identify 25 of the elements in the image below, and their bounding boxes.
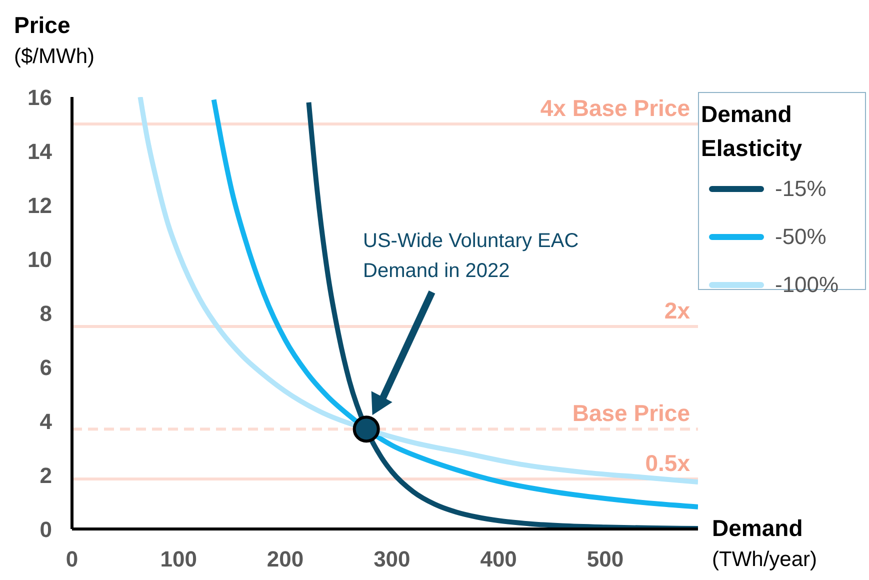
x-tick-label: 0 (66, 546, 78, 572)
x-axis-title: Demand (TWh/year) (712, 515, 817, 572)
x-tick-label: 200 (266, 546, 304, 572)
y-tick-label: 10 (28, 246, 52, 272)
legend-label: -15% (775, 176, 826, 202)
x-tick-label: 300 (374, 546, 410, 572)
y-tick-label: 8 (40, 300, 52, 326)
legend-title: Demand Elasticity (701, 100, 803, 163)
y-tick-label: 14 (28, 138, 53, 164)
annotation: US-Wide Voluntary EAC Demand in 2022 (363, 229, 580, 284)
ref-line-label: 0.5x (645, 450, 690, 476)
ref-line-label: 2x (664, 298, 690, 324)
y-axis-title: Price ($/MWh) (14, 12, 94, 69)
y-tick-label: 2 (40, 462, 52, 488)
x-tick-label: 100 (160, 546, 198, 572)
y-tick-label: 12 (28, 192, 52, 218)
ref-line-label: Base Price (572, 400, 690, 426)
y-tick-label: 0 (40, 516, 52, 542)
y-tick-label: 6 (40, 354, 52, 380)
y-tick-label: 16 (28, 84, 52, 110)
ref-line-label: 4x Base Price (540, 95, 690, 121)
legend-label: -50% (775, 224, 826, 250)
x-tick-label: 400 (480, 546, 517, 572)
y-tick-label: 4 (40, 408, 53, 434)
x-tick-label: 500 (586, 546, 624, 572)
